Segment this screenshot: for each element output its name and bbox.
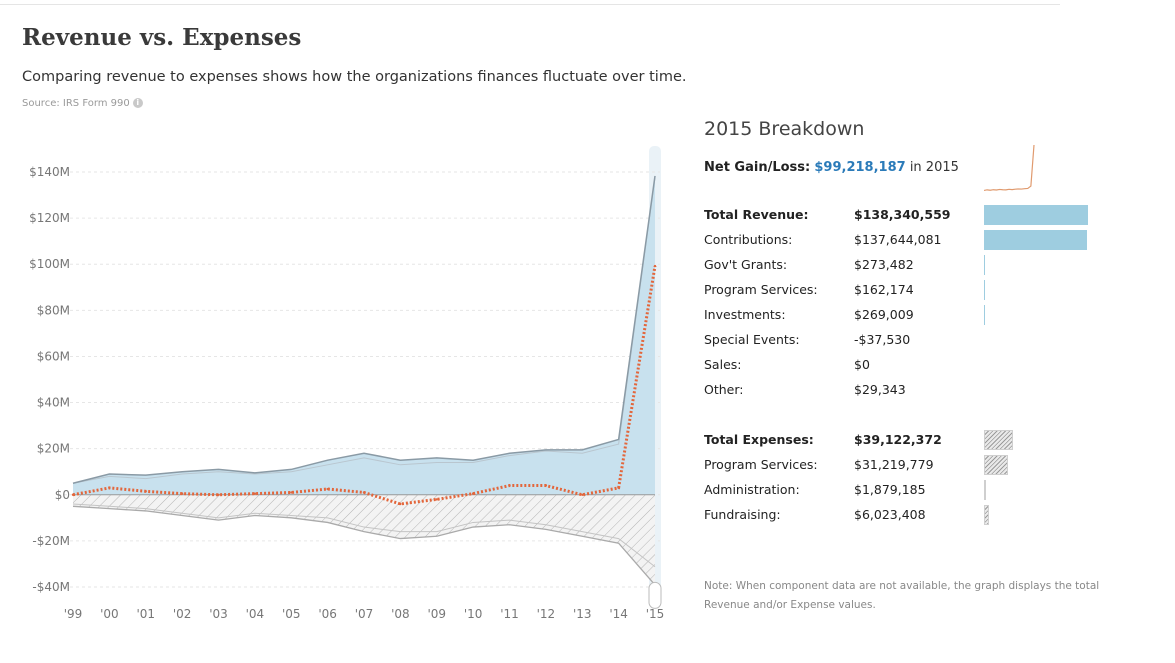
x-tick-label: '06	[318, 607, 337, 621]
expense-area	[73, 494, 655, 585]
revenue-row-value: $162,174	[854, 282, 914, 297]
x-tick-label: '10	[464, 607, 483, 621]
revenue-row-value: $269,009	[854, 307, 914, 322]
revenue-row-value: $273,482	[854, 257, 914, 272]
expense-row-label: Total Expenses:	[704, 432, 814, 447]
expense-row-value: $31,219,779	[854, 457, 934, 472]
top-divider	[0, 4, 1060, 5]
net-gain-loss: Net Gain/Loss: $99,218,187 in 2015	[704, 160, 959, 175]
net-point	[326, 487, 329, 491]
net-point	[617, 486, 620, 490]
source-note: Source: IRS Form 990 i	[22, 98, 143, 109]
x-tick-label: '14	[609, 607, 628, 621]
revenue-row-label: Other:	[704, 382, 744, 397]
revenue-line	[72, 175, 656, 484]
expense-bar	[984, 505, 989, 525]
x-tick-label: '11	[500, 607, 519, 621]
x-tick-label: '07	[355, 607, 374, 621]
expense-bar	[984, 455, 1008, 475]
source-text: Source: IRS Form 990	[22, 98, 130, 109]
net-point	[290, 491, 293, 494]
x-tick-label: '01	[136, 607, 155, 621]
net-point	[544, 484, 548, 487]
revenue-expenses-chart[interactable]: $140M $120M $100M $80M $60M $40M $20M $0 -$20M -$…	[0, 140, 680, 630]
expense-line	[72, 505, 656, 586]
x-tick-label: '15	[646, 607, 665, 621]
net-point	[362, 491, 366, 494]
revenue-area	[73, 175, 655, 495]
net-point	[217, 493, 220, 496]
footnote: Note: When component data are not availa…	[704, 580, 1100, 611]
net-point	[471, 492, 475, 495]
y-tick-label: $120M	[29, 211, 70, 225]
expense-bar	[984, 430, 1013, 450]
revenue-row-label: Gov't Grants:	[704, 257, 788, 272]
revenue-bar	[984, 230, 1087, 250]
revenue-row-value: $137,644,081	[854, 232, 942, 247]
revenue-row-label: Special Events:	[704, 332, 800, 347]
expense-row-label: Program Services:	[704, 457, 818, 472]
x-tick-label: '12	[537, 607, 556, 621]
revenue-row-label: Program Services:	[704, 282, 818, 297]
y-tick-label: $0	[55, 488, 70, 502]
revenue-row-value: $29,343	[854, 382, 906, 397]
x-tick-label: '00	[100, 607, 119, 621]
revenue-bar	[984, 205, 1088, 225]
net-label: Net Gain/Loss:	[704, 160, 811, 175]
net-point	[253, 492, 257, 495]
net-point	[581, 493, 584, 496]
expense-row-value: $6,023,408	[854, 507, 926, 522]
net-suffix: in 2015	[909, 160, 959, 175]
expense-component-line	[72, 503, 656, 568]
y-tick-label: $140M	[29, 165, 70, 179]
sparkline-path	[984, 144, 1035, 192]
net-value: $99,218,187	[814, 160, 906, 175]
y-tick-label: $60M	[37, 349, 70, 363]
revenue-bar	[984, 255, 985, 275]
net-point	[399, 502, 402, 506]
revenue-bar	[984, 280, 985, 300]
revenue-row-value: $0	[854, 357, 870, 372]
net-point	[71, 493, 75, 496]
revenue-row-label: Contributions:	[704, 232, 793, 247]
x-tick-label: '13	[573, 607, 592, 621]
net-sparkline	[984, 144, 1035, 192]
revenue-bar	[984, 305, 985, 325]
net-point	[180, 492, 184, 495]
expense-bar	[984, 480, 986, 500]
y-tick-label: $80M	[37, 303, 70, 317]
revenue-row-value: $138,340,559	[854, 207, 951, 222]
revenue-row-label: Sales:	[704, 357, 742, 372]
revenue-row-label: Investments:	[704, 307, 786, 322]
revenue-component-line	[72, 177, 656, 484]
expense-row-value: $1,879,185	[854, 482, 926, 497]
net-point	[108, 486, 111, 490]
y-tick-label: $100M	[29, 257, 70, 271]
x-tick-label: '99	[64, 607, 83, 621]
net-point	[508, 484, 511, 487]
x-tick-label: '05	[282, 607, 301, 621]
x-tick-label: '09	[427, 607, 446, 621]
expense-row-label: Fundraising:	[704, 507, 781, 522]
expense-row-label: Administration:	[704, 482, 800, 497]
net-point	[144, 490, 147, 493]
x-tick-label: '08	[391, 607, 410, 621]
net-point	[653, 264, 657, 268]
year-slider-handle[interactable]	[648, 581, 662, 609]
expense-row-value: $39,122,372	[854, 432, 942, 447]
y-tick-label: -$40M	[32, 580, 70, 594]
x-tick-label: '03	[209, 607, 228, 621]
net-point	[435, 498, 438, 501]
info-icon[interactable]: i	[132, 98, 143, 108]
breakdown-title: 2015 Breakdown	[704, 118, 865, 140]
page-subtitle: Comparing revenue to expenses shows how …	[22, 69, 687, 85]
revenue-row-label: Total Revenue:	[704, 207, 809, 222]
y-tick-label: $40M	[37, 396, 70, 410]
page-title: Revenue vs. Expenses	[22, 24, 302, 51]
x-tick-label: '04	[246, 607, 265, 621]
revenue-row-value: -$37,530	[854, 332, 911, 347]
y-tick-label: $20M	[37, 442, 70, 456]
y-tick-label: -$20M	[32, 534, 70, 548]
x-tick-label: '02	[173, 607, 192, 621]
